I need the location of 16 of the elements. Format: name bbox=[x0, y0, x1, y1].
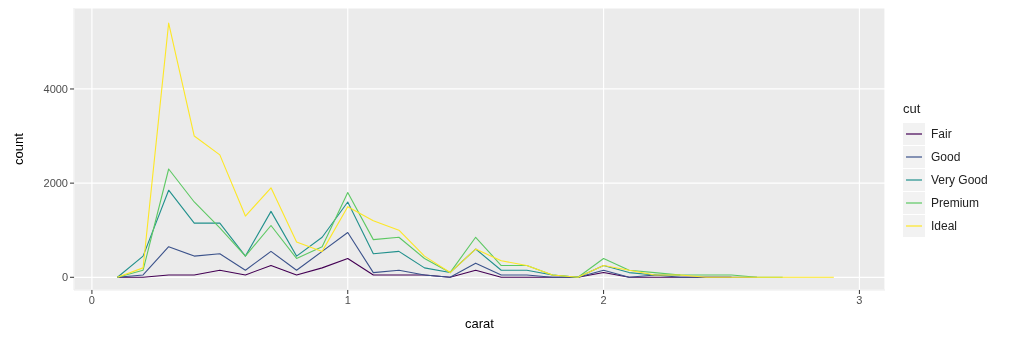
y-tick-label: 2000 bbox=[43, 177, 68, 190]
x-tick-label: 0 bbox=[88, 293, 95, 306]
x-tick-label: 1 bbox=[344, 293, 351, 306]
y-tick-label: 4000 bbox=[43, 82, 68, 95]
legend-label: Good bbox=[931, 149, 961, 164]
y-tick-label: 0 bbox=[61, 271, 68, 284]
legend-title: cut bbox=[903, 101, 922, 116]
legend-label: Ideal bbox=[931, 218, 958, 233]
legend-label: Premium bbox=[931, 195, 980, 210]
legend-label: Fair bbox=[931, 126, 952, 141]
x-tick-label: 2 bbox=[600, 293, 607, 306]
line-series bbox=[116, 22, 835, 278]
x-tick-label: 3 bbox=[856, 293, 863, 306]
x-axis-title: carat bbox=[465, 316, 495, 331]
y-axis-title: count bbox=[10, 132, 26, 165]
legend-label: Very Good bbox=[931, 172, 988, 187]
